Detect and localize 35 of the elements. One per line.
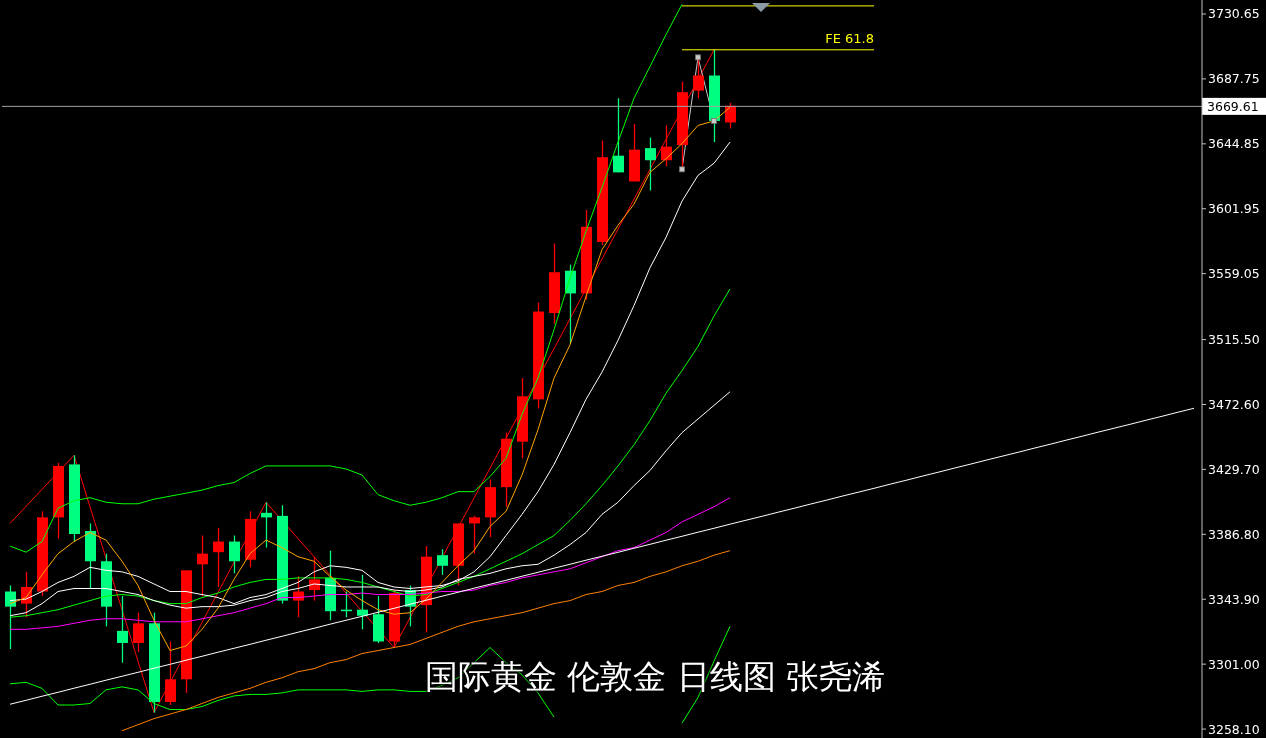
y-tick-label: 3515.50 bbox=[1208, 332, 1260, 348]
candlestick bbox=[5, 584, 16, 650]
ref-line-label: 3669.61 bbox=[1207, 98, 1259, 114]
line-series bbox=[9, 497, 731, 630]
y-tick-label: 3429.70 bbox=[1208, 461, 1260, 477]
y-tick-label: 3601.95 bbox=[1208, 201, 1260, 217]
y-tick-label: 3559.05 bbox=[1208, 266, 1260, 282]
line-series bbox=[9, 3, 683, 553]
point bbox=[695, 54, 701, 61]
annotation: 国际黄金 伦敦金 日线图 张尧浠 bbox=[425, 657, 886, 696]
point bbox=[679, 166, 685, 173]
line-series bbox=[9, 407, 1195, 705]
y-tick-label: 3730.65 bbox=[1208, 6, 1260, 22]
line-series bbox=[9, 288, 731, 618]
candlestick bbox=[133, 612, 144, 653]
y-tick-label: 3687.75 bbox=[1208, 71, 1260, 87]
y-tick-label: 3644.85 bbox=[1208, 136, 1260, 152]
candlestick bbox=[117, 595, 128, 664]
candlestick bbox=[357, 574, 368, 630]
candlestick bbox=[613, 97, 624, 174]
candlestick bbox=[165, 640, 176, 706]
y-tick-label: 3343.90 bbox=[1208, 591, 1260, 607]
candlestick bbox=[213, 527, 224, 588]
y-tick-label: 3301.00 bbox=[1208, 656, 1260, 672]
y-tick-label: 3472.60 bbox=[1208, 396, 1260, 412]
candlestick bbox=[469, 515, 480, 555]
point bbox=[711, 118, 717, 124]
candlestick bbox=[645, 136, 656, 192]
candlestick bbox=[309, 556, 320, 602]
y-tick-label: 3386.80 bbox=[1208, 526, 1260, 542]
y-tick-label: 3258.10 bbox=[1208, 721, 1260, 737]
candlestick bbox=[197, 534, 208, 597]
candlestick bbox=[229, 534, 240, 575]
series-label: FE 61.8 bbox=[825, 30, 874, 46]
candlestick bbox=[437, 548, 448, 576]
